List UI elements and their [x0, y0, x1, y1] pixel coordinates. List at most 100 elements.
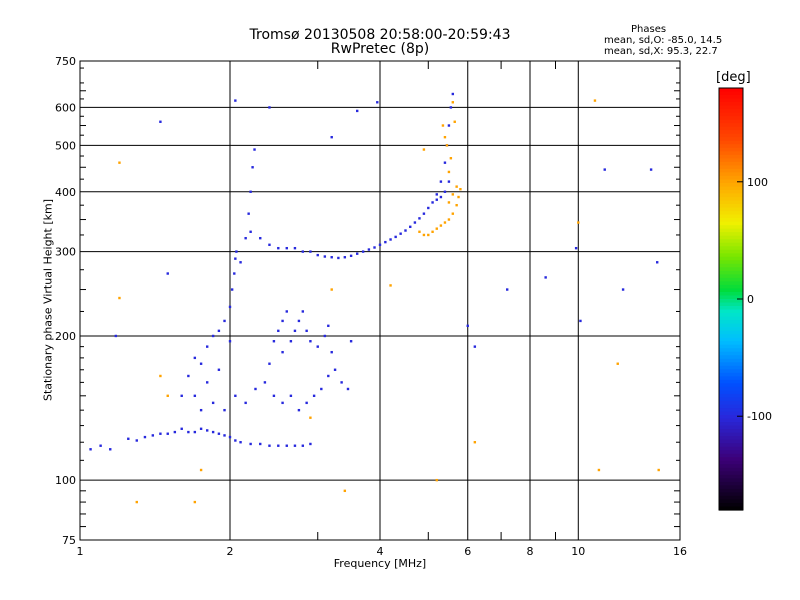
colorbar-segment: [719, 323, 743, 328]
data-point-o: [244, 401, 247, 405]
y-tick-label: 500: [55, 139, 76, 152]
colorbar-segment: [719, 242, 743, 247]
data-point-o: [268, 106, 271, 109]
colorbar-segment: [719, 165, 743, 170]
colorbar-segment: [719, 386, 743, 392]
colorbar-segment: [719, 263, 743, 268]
data-point-o: [234, 439, 237, 442]
data-point-o: [293, 329, 297, 333]
data-point-o: [228, 305, 232, 309]
colorbar-segment: [719, 179, 743, 184]
data-point-o: [239, 261, 242, 264]
data-point-o: [233, 272, 236, 275]
colorbar-segment: [719, 344, 743, 349]
data-point-o: [151, 434, 155, 437]
x-tick-label: 16: [673, 545, 687, 558]
colorbar-segment: [719, 154, 743, 159]
colorbar-segment: [719, 211, 743, 216]
data-point-o: [285, 444, 288, 447]
colorbar-segment: [719, 102, 743, 107]
data-point-o: [309, 340, 312, 343]
data-point-x: [422, 148, 426, 151]
data-point-o: [263, 381, 267, 384]
data-point-x: [473, 441, 477, 444]
data-point-x: [343, 489, 347, 493]
data-point-x: [451, 101, 455, 104]
data-point-o: [305, 329, 308, 333]
data-point-x: [435, 227, 438, 230]
colorbar-segment: [719, 376, 743, 381]
data-point-o: [376, 101, 379, 104]
colorbar-segment: [719, 481, 743, 486]
data-point-o: [223, 434, 226, 437]
data-point-o: [505, 288, 509, 291]
data-point-o: [316, 345, 319, 348]
data-point-o: [135, 439, 138, 442]
data-point-o: [159, 120, 162, 123]
data-point-o: [316, 253, 319, 257]
colorbar-segment: [719, 348, 743, 353]
data-point-o: [268, 243, 271, 246]
colorbar-segment: [719, 246, 743, 251]
data-point-o: [211, 401, 215, 405]
data-point-o: [228, 435, 232, 439]
colorbar-segment: [719, 168, 743, 173]
data-point-o: [199, 427, 203, 431]
data-point-x: [457, 195, 460, 199]
colorbar-segment: [719, 235, 743, 240]
colorbar-segment: [719, 182, 743, 188]
colorbar-segment: [719, 207, 743, 212]
colorbar-segment: [719, 436, 743, 441]
colorbar-segment: [719, 330, 743, 335]
data-point-x: [616, 362, 619, 365]
data-point-o: [435, 193, 438, 196]
data-point-x: [441, 124, 445, 127]
colorbar-segment: [719, 362, 743, 367]
colorbar-segment: [719, 415, 743, 420]
data-point-x: [309, 416, 312, 419]
colorbar-segment: [719, 327, 743, 332]
data-point-o: [301, 444, 305, 447]
colorbar-segment: [719, 337, 743, 342]
data-point-o: [253, 148, 256, 151]
data-point-x: [447, 170, 451, 174]
data-point-o: [373, 246, 376, 249]
colorbar-segment: [719, 492, 743, 497]
data-point-o: [259, 442, 262, 446]
data-point-o: [451, 92, 455, 96]
colorbar-segment: [719, 204, 743, 209]
colorbar-segment: [719, 225, 743, 230]
x-tick-label: 2: [227, 545, 234, 558]
data-point-o: [449, 106, 453, 109]
data-point-x: [443, 221, 447, 224]
colorbar-segment: [719, 400, 743, 406]
colorbar-segment: [719, 464, 743, 469]
data-point-o: [249, 190, 252, 193]
data-point-o: [205, 381, 209, 384]
y-tick-label: 75: [62, 534, 76, 547]
colorbar-segment: [719, 439, 743, 444]
data-point-o: [409, 225, 412, 229]
data-point-o: [268, 362, 271, 365]
data-point-x: [449, 157, 453, 160]
phase-stats-o: mean, sd,O: -85.0, 14.5: [604, 35, 723, 46]
colorbar-segment: [719, 334, 743, 339]
colorbar-segment: [719, 418, 743, 423]
colorbar-segment: [719, 320, 743, 325]
colorbar-tick-label: -100: [747, 410, 772, 423]
data-point-o: [297, 408, 301, 412]
y-tick-label: 300: [55, 246, 76, 259]
data-point-o: [323, 255, 327, 258]
data-point-o: [272, 394, 276, 398]
data-point-o: [211, 334, 215, 338]
colorbar-segment: [719, 189, 743, 195]
colorbar-segment: [719, 232, 743, 237]
y-tick-label: 750: [55, 55, 76, 68]
data-point-x: [447, 218, 451, 221]
data-point-o: [309, 250, 312, 253]
data-point-x: [135, 500, 138, 504]
data-point-o: [99, 444, 102, 447]
x-tick-label: 10: [571, 545, 585, 558]
data-point-o: [199, 408, 203, 412]
data-point-o: [205, 345, 209, 348]
